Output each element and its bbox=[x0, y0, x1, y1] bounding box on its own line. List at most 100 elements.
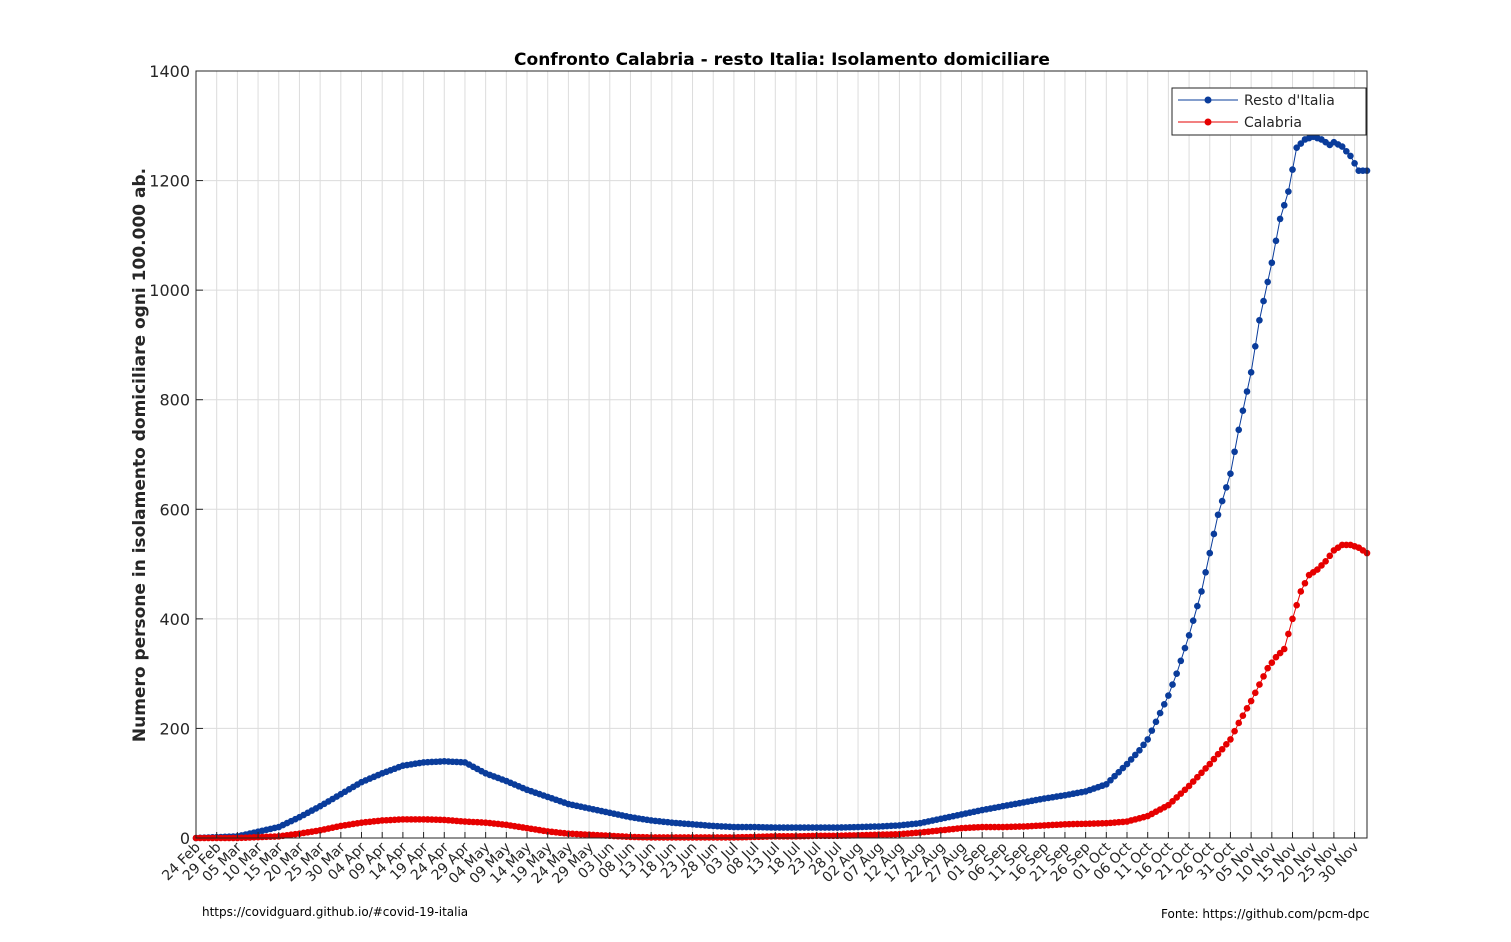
data-point-resto-d-italia bbox=[1272, 237, 1280, 245]
chart-title: Confronto Calabria - resto Italia: Isola… bbox=[514, 50, 1050, 70]
y-tick-label: 800 bbox=[159, 391, 190, 410]
plot-background bbox=[196, 71, 1367, 838]
data-point-calabria bbox=[1318, 562, 1325, 569]
data-point-resto-d-italia bbox=[1251, 343, 1259, 350]
data-point-resto-d-italia bbox=[1111, 772, 1118, 780]
data-point-resto-d-italia bbox=[1103, 781, 1110, 788]
data-point-calabria bbox=[1210, 755, 1218, 763]
data-point-calabria bbox=[1322, 558, 1329, 565]
data-point-resto-d-italia bbox=[1127, 756, 1135, 763]
data-point-resto-d-italia bbox=[1160, 701, 1168, 708]
data-point-resto-d-italia bbox=[1231, 448, 1238, 456]
data-point-calabria bbox=[1189, 778, 1197, 785]
data-point-calabria bbox=[1169, 797, 1176, 805]
data-point-calabria bbox=[1297, 588, 1305, 595]
data-point-resto-d-italia bbox=[1206, 549, 1214, 557]
data-point-calabria bbox=[1272, 653, 1280, 661]
legend: Resto d'Italia Calabria bbox=[1171, 87, 1367, 136]
y-tick-label: 1000 bbox=[149, 281, 190, 300]
data-point-resto-d-italia bbox=[1256, 316, 1263, 324]
data-point-resto-d-italia bbox=[1181, 644, 1189, 652]
data-point-resto-d-italia bbox=[1152, 718, 1160, 726]
data-point-resto-d-italia bbox=[1119, 764, 1127, 772]
data-point-resto-d-italia bbox=[1260, 297, 1267, 305]
data-point-resto-d-italia bbox=[1185, 631, 1193, 639]
data-point-resto-d-italia bbox=[1189, 617, 1197, 624]
data-point-calabria bbox=[1173, 794, 1180, 801]
data-point-resto-d-italia bbox=[1140, 741, 1147, 749]
data-point-calabria bbox=[1293, 601, 1300, 609]
data-point-calabria bbox=[1247, 697, 1255, 705]
data-point-calabria bbox=[1223, 741, 1230, 748]
data-point-calabria bbox=[1177, 790, 1185, 797]
data-point-resto-d-italia bbox=[1210, 530, 1218, 538]
data-point-calabria bbox=[1264, 664, 1271, 672]
data-point-resto-d-italia bbox=[1285, 188, 1292, 195]
data-point-resto-d-italia bbox=[1243, 388, 1251, 395]
legend-marker-resto-italia bbox=[1204, 96, 1212, 104]
data-point-calabria bbox=[1276, 649, 1284, 657]
data-point-calabria bbox=[1185, 782, 1193, 790]
data-point-resto-d-italia bbox=[1136, 747, 1143, 754]
data-point-calabria bbox=[1314, 566, 1321, 573]
legend-label-calabria: Calabria bbox=[1244, 115, 1302, 131]
data-point-resto-d-italia bbox=[1338, 143, 1346, 150]
data-point-resto-d-italia bbox=[1264, 278, 1271, 286]
data-point-calabria bbox=[1239, 712, 1247, 719]
y-axis-label: Numero persone in isolamento domiciliare… bbox=[130, 168, 150, 742]
data-point-calabria bbox=[1218, 745, 1226, 753]
data-point-resto-d-italia bbox=[1247, 369, 1255, 376]
grid-lines bbox=[195, 70, 1367, 839]
data-point-calabria bbox=[1227, 736, 1234, 743]
data-point-calabria bbox=[1181, 786, 1189, 794]
data-point-resto-d-italia bbox=[1347, 152, 1354, 160]
data-point-resto-d-italia bbox=[1214, 511, 1222, 519]
data-point-calabria bbox=[1301, 579, 1309, 587]
data-point-calabria bbox=[1206, 760, 1214, 768]
data-point-resto-d-italia bbox=[1202, 568, 1209, 576]
data-point-calabria bbox=[1231, 727, 1238, 735]
data-point-resto-d-italia bbox=[1227, 470, 1234, 477]
data-point-resto-d-italia bbox=[1351, 160, 1358, 167]
data-point-calabria bbox=[1260, 673, 1267, 680]
data-point-calabria bbox=[1285, 630, 1292, 638]
data-point-resto-d-italia bbox=[1235, 426, 1243, 434]
data-point-resto-d-italia bbox=[1144, 736, 1151, 743]
legend-marker-calabria bbox=[1204, 118, 1212, 126]
data-point-resto-d-italia bbox=[1131, 751, 1139, 759]
data-point-calabria bbox=[1243, 705, 1251, 712]
data-point-resto-d-italia bbox=[1123, 760, 1131, 768]
legend-box bbox=[1171, 87, 1367, 136]
data-point-resto-d-italia bbox=[1165, 692, 1172, 699]
data-point-resto-d-italia bbox=[1297, 140, 1305, 147]
y-tick-label: 400 bbox=[159, 610, 190, 629]
data-point-resto-d-italia bbox=[1198, 588, 1205, 595]
y-tick-label: 1200 bbox=[149, 172, 190, 191]
y-tick-label: 0 bbox=[180, 829, 190, 848]
legend-label-resto-italia: Resto d'Italia bbox=[1244, 93, 1335, 109]
data-point-calabria bbox=[1289, 615, 1296, 623]
plot-frame bbox=[195, 70, 1368, 839]
y-tick-label: 1400 bbox=[149, 62, 190, 81]
data-point-resto-d-italia bbox=[1156, 709, 1164, 717]
data-point-resto-d-italia bbox=[1194, 602, 1201, 610]
data-point-resto-d-italia bbox=[1115, 768, 1123, 776]
data-point-resto-d-italia bbox=[1223, 484, 1230, 491]
data-point-resto-d-italia bbox=[1293, 144, 1300, 151]
data-point-resto-d-italia bbox=[1177, 657, 1185, 665]
data-point-calabria bbox=[1326, 552, 1334, 560]
footer-source-right: Fonte: https://github.com/pcm-dpc bbox=[1161, 907, 1370, 921]
data-point-resto-d-italia bbox=[1289, 166, 1296, 173]
y-tick-label: 200 bbox=[159, 719, 190, 738]
series-layer bbox=[192, 133, 1371, 842]
data-point-calabria bbox=[1235, 719, 1243, 727]
data-point-resto-d-italia bbox=[1239, 407, 1247, 414]
data-point-calabria bbox=[1251, 689, 1259, 697]
data-point-calabria bbox=[1198, 769, 1205, 777]
y-tick-label: 600 bbox=[159, 500, 190, 519]
data-point-resto-d-italia bbox=[1173, 670, 1180, 677]
data-point-resto-d-italia bbox=[1169, 681, 1176, 688]
data-point-calabria bbox=[1280, 645, 1288, 653]
data-point-resto-d-italia bbox=[1107, 776, 1114, 784]
